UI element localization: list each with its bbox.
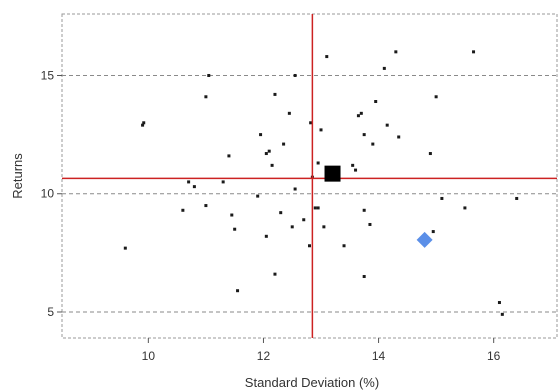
y-axis-ticks: 5 10 15 <box>41 68 62 319</box>
data-point <box>287 111 291 115</box>
data-point <box>227 154 231 158</box>
x-tick-label: 14 <box>372 349 386 363</box>
data-point <box>440 196 444 200</box>
data-point <box>394 50 398 54</box>
data-point <box>322 225 326 229</box>
data-point <box>472 50 476 54</box>
data-point <box>313 206 317 210</box>
gridlines <box>62 74 557 313</box>
data-point <box>382 66 386 70</box>
data-point <box>267 149 271 153</box>
data-point <box>256 194 260 198</box>
data-point <box>515 196 519 200</box>
y-axis-title: Returns <box>10 153 25 199</box>
y-tick-label: 15 <box>41 68 55 82</box>
data-point <box>354 168 358 172</box>
reference-lines <box>62 14 557 338</box>
plot-area <box>61 13 558 339</box>
data-point <box>230 213 234 217</box>
data-point <box>279 211 283 215</box>
data-point <box>397 135 401 139</box>
highlight-diamond-marker <box>416 231 433 248</box>
x-tick-label: 10 <box>142 349 156 363</box>
data-point <box>500 312 504 316</box>
data-point <box>181 208 185 212</box>
data-point <box>497 301 501 305</box>
data-point <box>123 246 127 250</box>
data-point <box>273 92 277 96</box>
data-point <box>192 185 196 189</box>
data-points <box>123 50 519 316</box>
data-point <box>428 152 432 156</box>
data-point <box>290 225 294 229</box>
data-point <box>282 142 286 146</box>
data-point <box>259 133 263 137</box>
data-point <box>316 206 320 210</box>
data-point <box>319 128 323 132</box>
data-point <box>207 73 211 77</box>
data-point <box>431 230 435 234</box>
data-point <box>273 272 277 276</box>
data-point <box>270 163 274 167</box>
highlight-square-marker <box>324 165 341 182</box>
data-point <box>342 244 346 248</box>
x-axis-title: Standard Deviation (%) <box>245 375 379 390</box>
data-point <box>142 121 146 125</box>
data-point <box>204 204 208 208</box>
x-tick-label: 16 <box>487 349 501 363</box>
data-point <box>221 180 225 184</box>
y-tick-label: 10 <box>41 187 55 201</box>
x-axis-ticks: 10 12 14 16 <box>142 338 501 363</box>
data-point <box>359 111 363 115</box>
data-point <box>362 133 366 137</box>
data-point <box>362 208 366 212</box>
data-point <box>356 114 360 118</box>
data-point <box>233 227 237 231</box>
data-point <box>371 142 375 146</box>
data-point <box>293 73 297 77</box>
data-point <box>204 95 208 99</box>
data-point <box>293 187 297 191</box>
data-point <box>264 152 268 156</box>
data-point <box>368 222 372 226</box>
data-point <box>264 234 268 238</box>
data-point <box>434 95 438 99</box>
data-point <box>385 123 389 127</box>
data-point <box>362 275 366 279</box>
data-point <box>351 163 355 167</box>
highlight-markers <box>324 165 433 248</box>
data-point <box>302 218 306 222</box>
data-point <box>187 180 191 184</box>
data-point <box>374 100 378 104</box>
data-point <box>463 206 467 210</box>
x-tick-label: 12 <box>257 349 271 363</box>
data-point <box>325 55 329 59</box>
data-point <box>308 244 311 248</box>
y-tick-label: 5 <box>47 305 54 319</box>
data-point <box>309 121 313 125</box>
data-point <box>141 123 145 127</box>
data-point <box>236 289 240 293</box>
data-point <box>316 161 320 165</box>
